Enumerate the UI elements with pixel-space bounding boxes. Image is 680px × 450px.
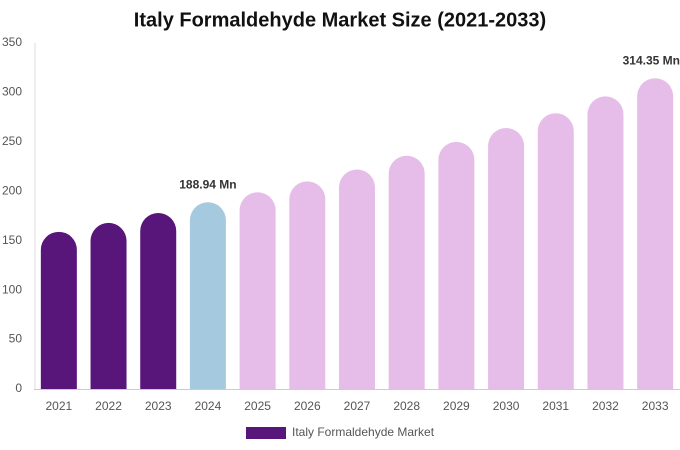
- x-tick-label: 2024: [195, 399, 222, 413]
- y-tick-label: 300: [2, 85, 22, 99]
- x-tick-label: 2029: [443, 399, 470, 413]
- y-tick-label: 200: [2, 183, 22, 197]
- bar: [189, 202, 226, 389]
- bar: [289, 181, 326, 389]
- x-tick-label: 2021: [45, 399, 72, 413]
- bar: [40, 231, 77, 389]
- bar: [488, 128, 525, 389]
- value-label: 314.35 Mn: [623, 53, 680, 67]
- x-tick-label: 2023: [145, 399, 172, 413]
- bar: [438, 141, 475, 389]
- y-tick-label: 100: [2, 282, 22, 296]
- bar: [140, 213, 177, 389]
- bar: [388, 155, 425, 389]
- x-tick-label: 2033: [642, 399, 669, 413]
- x-tick-label: 2026: [294, 399, 321, 413]
- value-label: 188.94 Mn: [179, 177, 236, 191]
- x-tick-label: 2031: [542, 399, 569, 413]
- y-tick-label: 50: [9, 332, 23, 346]
- bar: [537, 113, 574, 389]
- legend-label: Italy Formaldehyde Market: [292, 425, 435, 439]
- y-tick-label: 0: [15, 381, 22, 395]
- legend-swatch: [246, 427, 286, 439]
- y-tick-label: 350: [2, 35, 22, 49]
- bar: [239, 192, 276, 389]
- y-tick-label: 150: [2, 233, 22, 247]
- x-tick-label: 2027: [344, 399, 371, 413]
- x-tick-label: 2028: [393, 399, 420, 413]
- bar: [339, 169, 375, 389]
- x-tick-label: 2032: [592, 399, 619, 413]
- bar: [90, 222, 127, 389]
- x-tick-label: 2030: [493, 399, 520, 413]
- x-tick-label: 2025: [244, 399, 271, 413]
- chart-title: Italy Formaldehyde Market Size (2021-203…: [134, 9, 546, 31]
- x-tick-label: 2022: [95, 399, 122, 413]
- y-tick-label: 250: [2, 134, 22, 148]
- bar: [637, 78, 674, 390]
- bar: [587, 96, 624, 389]
